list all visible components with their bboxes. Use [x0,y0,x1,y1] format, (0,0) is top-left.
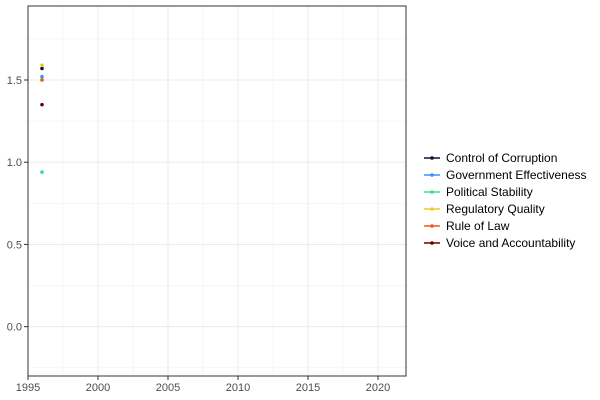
data-point [40,63,44,67]
legend: Control of Corruption Government Effectiv… [424,151,587,250]
data-points [40,63,44,174]
y-tick-label: 1.5 [7,75,22,87]
legend-key-point [430,241,434,245]
legend-item: Government Effectiveness [424,168,587,182]
x-tick-label: 2020 [366,382,390,394]
legend-key-point [430,207,434,211]
legend-item: Rule of Law [424,219,510,233]
data-point [40,74,44,79]
grid-lines [27,6,406,376]
y-tick-label: 1.0 [7,157,22,169]
x-tick-label: 2010 [226,382,250,394]
plot-panel-border [27,5,407,377]
legend-key-point [430,156,434,160]
axes: 1995 2000 2005 2010 2015 2020 0.0 0.5 1.0 1.5 [7,75,391,394]
data-point [40,170,44,174]
legend-item: Regulatory Quality [424,202,545,216]
y-tick-label: 0.5 [7,239,22,251]
legend-label: Control of Corruption [446,151,557,165]
legend-item: Control of Corruption [424,151,557,165]
legend-key-point [430,173,434,177]
legend-label: Government Effectiveness [446,168,587,182]
data-point [40,102,44,107]
legend-label: Political Stability [446,185,533,199]
legend-label: Voice and Accountability [446,236,575,250]
legend-item: Political Stability [424,185,533,199]
x-tick-label: 1995 [16,382,40,394]
legend-item: Voice and Accountability [424,236,575,250]
data-point [40,78,44,82]
legend-label: Rule of Law [446,219,510,233]
legend-key-point [430,190,434,194]
legend-key-point [430,224,434,228]
y-tick-label: 0.0 [7,322,22,334]
legend-label: Regulatory Quality [446,202,545,216]
data-point [40,66,44,71]
x-tick-label: 2015 [296,382,320,394]
x-tick-label: 2000 [86,382,110,394]
x-tick-label: 2005 [156,382,180,394]
